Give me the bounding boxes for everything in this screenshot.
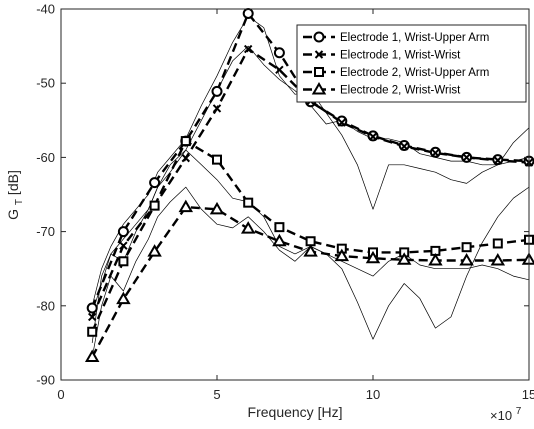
series-3-point-8 — [305, 236, 316, 247]
series-1-point-2 — [117, 226, 129, 238]
series-4-point-3 — [147, 244, 162, 257]
series-3-point-14 — [492, 238, 503, 249]
series-4-point-1 — [84, 349, 100, 362]
legend-label-1: Electrode 1, Wrist-Upper Arm — [340, 32, 489, 44]
legend: Electrode 1, Wrist-Upper Arm Electrode 1,… — [296, 24, 527, 103]
series-markers — [84, 7, 534, 362]
series-2-point-5 — [212, 104, 222, 113]
x-exponent-power: 7 — [516, 406, 522, 417]
series-3-point-13 — [461, 242, 472, 253]
x-exponent-base: ×10 — [490, 408, 512, 423]
series-1-point-9 — [336, 115, 348, 127]
x-axis-label: Frequency [Hz] — [248, 404, 343, 420]
series-4-point-2 — [116, 291, 131, 305]
x-tick-label-3: 10 — [366, 387, 380, 402]
series-2-point-14 — [493, 156, 503, 165]
legend-marker-4 — [311, 82, 327, 95]
series-1-point-3 — [149, 177, 161, 189]
series-4-point-8 — [303, 244, 318, 257]
series-line-3 — [91, 139, 530, 333]
plot-frame — [60, 8, 530, 381]
x-tick-label-2: 5 — [213, 387, 220, 402]
y-axis-label: G T [dB] — [5, 170, 25, 220]
reference-trace-3 — [91, 149, 530, 343]
legend-label-2: Electrode 1, Wrist-Wrist — [340, 50, 461, 62]
series-4-point-10 — [365, 250, 381, 264]
y-tick-label-6: -40 — [36, 2, 55, 17]
series-4-point-6 — [240, 221, 256, 234]
series-3-point-7 — [274, 222, 285, 233]
series-line-1 — [91, 11, 530, 309]
series-3-point-2 — [118, 256, 129, 267]
legend-box — [296, 24, 527, 103]
legend-marker-2 — [314, 50, 324, 59]
x-tick-label-4: 15 — [522, 387, 534, 402]
series-3-point-3 — [149, 200, 160, 211]
series-4-point-7 — [272, 233, 287, 247]
series-2-point-2 — [119, 241, 128, 250]
x-tick-label-1: 0 — [57, 387, 64, 402]
y-axis-label-unit: [dB] — [5, 170, 21, 195]
series-2-point-6 — [243, 44, 253, 54]
series-2-point-1 — [87, 312, 97, 322]
series-4-point-11 — [396, 252, 412, 265]
series-2-point-7 — [275, 65, 284, 75]
series-1-point-1 — [86, 302, 98, 314]
legend-label-3: Electrode 2, Wrist-Upper Arm — [340, 67, 489, 79]
series-1-point-7 — [273, 47, 285, 59]
series-4-point-9 — [334, 248, 350, 262]
y-tick-label-1: -90 — [36, 373, 55, 388]
series-2-point-9 — [337, 118, 347, 127]
series-2-point-11 — [399, 142, 409, 151]
series-2-point-4 — [181, 153, 191, 163]
legend-label-4: Electrode 2, Wrist-Wrist — [340, 85, 461, 97]
series-2-point-12 — [431, 148, 440, 158]
series-4-point-14 — [490, 253, 506, 266]
reference-trace-4 — [91, 186, 530, 358]
y-tick-label-4: -60 — [36, 150, 55, 165]
series-3-point-6 — [243, 197, 254, 208]
series-2-point-13 — [462, 153, 471, 162]
y-tick-label-2: -80 — [36, 298, 55, 313]
series-1-point-5 — [211, 85, 223, 97]
series-3-point-1 — [87, 326, 98, 337]
series-1-point-6 — [242, 7, 254, 19]
series-4-point-4 — [178, 199, 194, 213]
series-3-point-5 — [212, 154, 222, 165]
y-tick-label-5: -50 — [36, 76, 55, 91]
series-2-point-10 — [368, 132, 378, 141]
x-exponent: ×10 7 — [490, 406, 522, 423]
legend-marker-3 — [314, 67, 324, 77]
y-axis-label-main: G — [5, 209, 21, 220]
axis-ticks: 0 5 10 15 -90 -80 -70 -60 -50 -40 — [36, 2, 534, 403]
series-4-point-12 — [428, 253, 443, 266]
y-axis-label-sub: T — [14, 199, 25, 205]
series-4-point-13 — [459, 253, 474, 266]
legend-marker-1 — [313, 31, 325, 43]
y-tick-label-3: -70 — [36, 224, 55, 239]
series-4-point-5 — [209, 201, 225, 215]
series-3-point-4 — [180, 136, 191, 147]
